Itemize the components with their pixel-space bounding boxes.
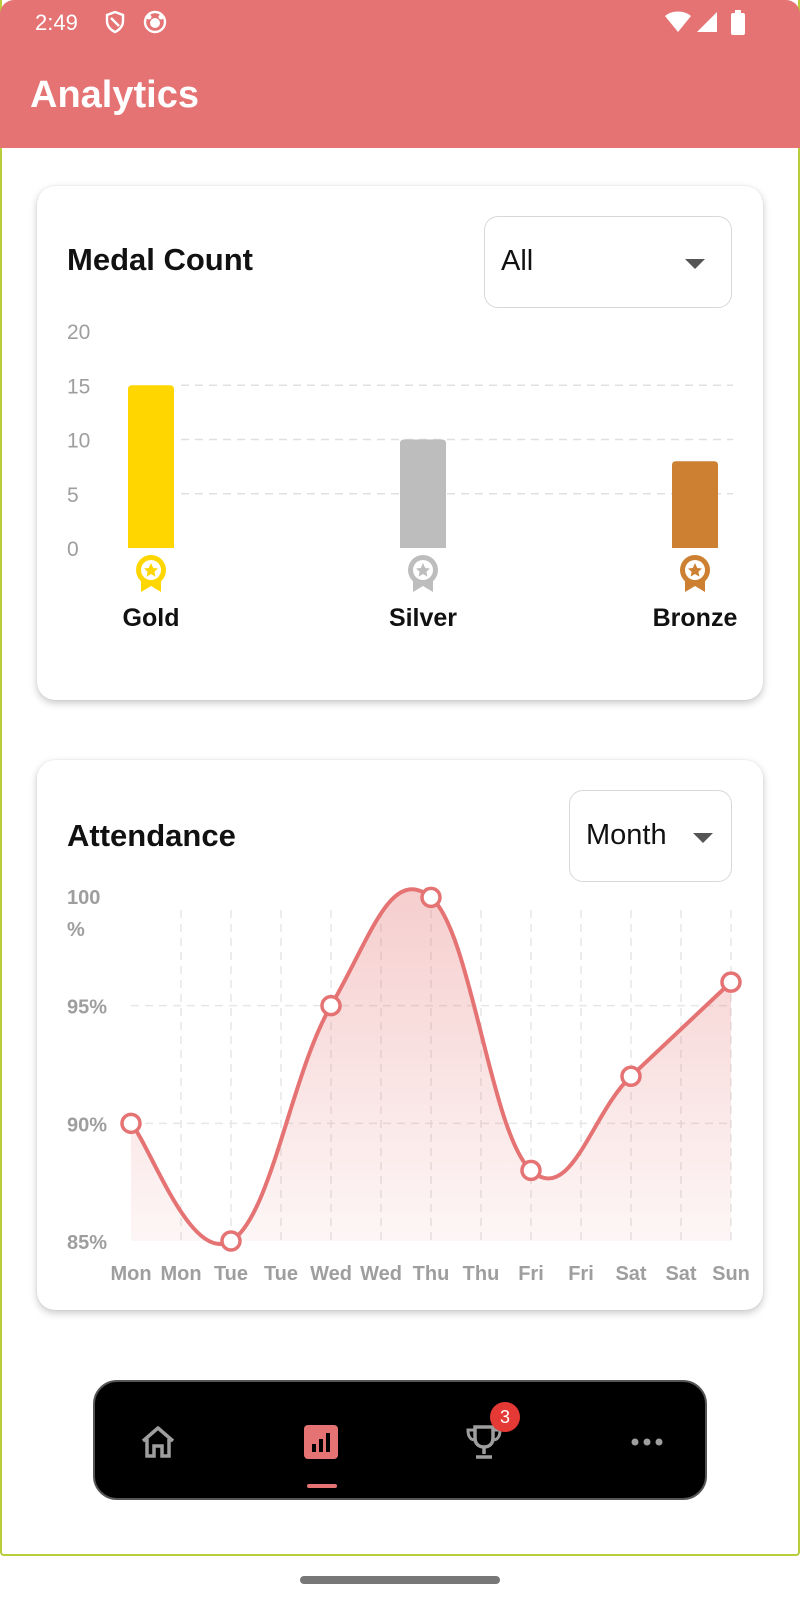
x-tick-label: Mon	[160, 1263, 201, 1285]
x-tick-label: Wed	[360, 1263, 402, 1285]
wifi-icon	[665, 11, 691, 32]
nav-trophies[interactable]: 3	[444, 1382, 524, 1502]
medal-icon	[680, 555, 710, 592]
category-label: Bronze	[653, 604, 738, 632]
app-bar: 2:49 Analytics	[0, 0, 800, 148]
nav-home[interactable]	[118, 1382, 198, 1502]
x-tick-label: Fri	[518, 1263, 544, 1285]
medal-filter-value: All	[501, 245, 534, 277]
y-tick-label: 15	[67, 375, 90, 398]
x-tick-label: Fri	[568, 1263, 594, 1285]
bottom-nav: 3	[93, 1380, 707, 1500]
device-frame	[0, 0, 800, 1556]
active-tab-indicator	[307, 1484, 337, 1488]
area-fill	[131, 889, 731, 1245]
x-tick-label: Tue	[214, 1263, 248, 1285]
page-title: Analytics	[30, 74, 199, 116]
battery-icon	[731, 10, 745, 35]
app-notification-icon	[143, 10, 167, 34]
gesture-bar[interactable]	[300, 1576, 500, 1584]
data-point	[420, 886, 442, 909]
bar	[672, 461, 718, 548]
home-icon	[141, 1426, 175, 1458]
data-point	[520, 1159, 542, 1182]
x-tick-label: Thu	[463, 1263, 500, 1285]
nav-more[interactable]	[607, 1382, 687, 1502]
trophy-icon	[466, 1425, 502, 1459]
x-tick-label: Thu	[413, 1263, 450, 1285]
medal-count-title: Medal Count	[67, 242, 253, 277]
x-tick-label: Tue	[264, 1263, 298, 1285]
medal-icon	[408, 555, 438, 592]
y-tick-label: 20	[67, 321, 90, 344]
y-tick-label: 90%	[67, 1114, 107, 1136]
x-tick-label: Sun	[712, 1263, 750, 1285]
y-tick-unit: %	[67, 919, 85, 941]
x-tick-label: Sat	[665, 1263, 696, 1285]
attendance-line-chart: 85% 90% 95% 100% Mon Mon Tue Tue Wed Wed Thu Thu Fri…	[67, 886, 750, 1285]
data-point	[720, 971, 742, 993]
attendance-period-value: Month	[586, 819, 667, 851]
y-tick-label: 85%	[67, 1232, 107, 1254]
data-point	[220, 1230, 242, 1252]
bar	[128, 385, 174, 548]
attendance-title: Attendance	[67, 818, 236, 853]
y-tick-label: 100	[67, 887, 100, 909]
y-tick-label: 95%	[67, 997, 107, 1019]
shield-icon	[105, 10, 125, 34]
bar	[400, 439, 446, 548]
x-tick-label: Wed	[310, 1263, 352, 1285]
attendance-card: Attendance Month 85% 90% 95% 100% Mon Mon Tue T…	[37, 760, 763, 1310]
analytics-icon	[304, 1425, 338, 1459]
status-time: 2:49	[35, 10, 78, 35]
status-bar: 2:49	[0, 0, 800, 46]
medal-count-card: Medal Count All 0 5 10 15 20 Gold Silver Bronze	[37, 186, 763, 700]
medal-filter-dropdown[interactable]: All	[484, 216, 732, 308]
medal-icon	[136, 555, 166, 592]
y-tick-label: 10	[67, 430, 90, 453]
data-point	[320, 994, 342, 1017]
more-icon	[631, 1438, 663, 1446]
attendance-period-dropdown[interactable]: Month	[569, 790, 732, 882]
category-label: Gold	[123, 604, 180, 632]
x-tick-label: Mon	[110, 1263, 151, 1285]
y-tick-label: 0	[67, 538, 79, 561]
notification-badge: 3	[490, 1402, 520, 1432]
x-tick-label: Sat	[615, 1263, 646, 1285]
signal-icon	[697, 12, 717, 32]
chevron-down-icon	[693, 833, 713, 843]
medal-bar-chart: 0 5 10 15 20 Gold Silver Bronze	[67, 321, 738, 632]
category-label: Silver	[389, 604, 457, 632]
y-tick-label: 5	[67, 484, 79, 507]
nav-analytics[interactable]	[281, 1382, 361, 1502]
data-point	[620, 1065, 642, 1088]
data-point	[120, 1112, 142, 1135]
chevron-down-icon	[685, 259, 705, 269]
